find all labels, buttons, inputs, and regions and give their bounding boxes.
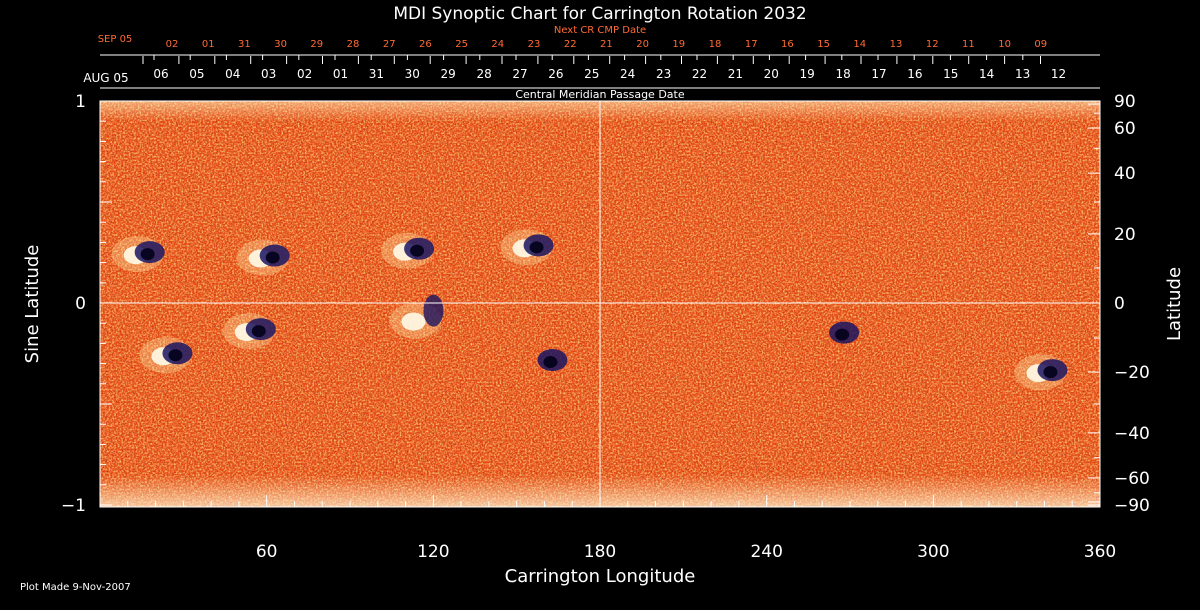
y-right-tick-label: 20 (1114, 225, 1136, 245)
next-cr-day-label: 30 (274, 39, 287, 50)
y-right-tick-label: −40 (1114, 424, 1150, 444)
cmp-day-label: 26 (548, 67, 563, 81)
y-left-tick-label: −1 (61, 496, 86, 516)
cmp-day-label: 04 (225, 67, 240, 81)
y-left-tick-label: 1 (75, 92, 86, 112)
cmp-day-label: 22 (692, 67, 707, 81)
y-right-tick-label: 90 (1114, 92, 1136, 112)
cmp-day-label: 12 (1051, 67, 1066, 81)
next-cr-day-label: 01 (202, 39, 215, 50)
y-axis-right-label: Latitude (1164, 267, 1185, 341)
x-tick-label: 120 (417, 542, 449, 562)
cmp-axis: AUG 05 06 05 04 03 02 01 31 30 29 28 27 26 25 24 23 22 2… (83, 56, 1100, 89)
y-right-tick-label: −60 (1114, 469, 1150, 489)
next-cr-day-label: 25 (455, 39, 468, 50)
cmp-day-label: 23 (656, 67, 671, 81)
active-region (381, 232, 435, 269)
y-right-tick-label: −90 (1114, 496, 1150, 516)
next-cr-label: Next CR CMP Date (554, 25, 646, 36)
cmp-day-label: 30 (405, 67, 420, 81)
active-region (139, 337, 193, 374)
next-cr-day-label: 19 (672, 39, 685, 50)
cmp-axis-label: Central Meridian Passage Date (515, 88, 684, 101)
next-cr-day-label: 13 (890, 39, 903, 50)
y-left-tick-label: 0 (75, 294, 86, 314)
cmp-day-label: 29 (441, 67, 456, 81)
cmp-day-label: 14 (979, 67, 994, 81)
active-region (222, 313, 276, 350)
cmp-day-label: 25 (584, 67, 599, 81)
cmp-day-label: 03 (261, 67, 276, 81)
next-cr-day-label: 17 (745, 39, 758, 50)
active-region (829, 321, 860, 344)
next-cr-day-label: 27 (383, 39, 396, 50)
next-cr-day-label: 26 (419, 39, 432, 50)
next-cr-day-label: 21 (600, 39, 613, 50)
next-cr-day-label: 23 (528, 39, 541, 50)
cmp-day-label: 28 (476, 67, 491, 81)
cmp-day-label: 15 (943, 67, 958, 81)
cmp-day-label: 13 (1015, 67, 1030, 81)
y-right-tick-label: −20 (1114, 363, 1150, 383)
x-tick-label: 360 (1084, 542, 1116, 562)
x-axis-label: Carrington Longitude (505, 566, 696, 587)
plot-made-note: Plot Made 9-Nov-2007 (20, 582, 131, 593)
next-cr-day-label: 20 (636, 39, 649, 50)
cmp-month: AUG 05 (83, 71, 128, 85)
cmp-day-label: 19 (800, 67, 815, 81)
active-region (236, 239, 290, 276)
cmp-day-label: 17 (871, 67, 886, 81)
cmp-day-label: 20 (764, 67, 779, 81)
cmp-day-label: 27 (512, 67, 527, 81)
cmp-day-label: 24 (620, 67, 635, 81)
x-axis: 60 120 180 240 300 360 (99, 495, 1116, 562)
x-tick-label: 180 (584, 542, 616, 562)
active-region (537, 349, 568, 372)
cmp-day-label: 31 (369, 67, 384, 81)
cmp-day-label: 02 (297, 67, 312, 81)
next-cr-month: SEP 05 (98, 34, 133, 45)
next-cr-day-label: 16 (781, 39, 794, 50)
next-cr-day-label: 10 (998, 39, 1011, 50)
chart-title: MDI Synoptic Chart for Carrington Rotati… (393, 4, 806, 24)
next-cr-day-label: 29 (310, 39, 323, 50)
next-cr-day-label: 28 (347, 39, 360, 50)
y-axis-left: 1 0 −1 (61, 92, 112, 516)
active-region (1014, 354, 1068, 391)
active-region (111, 236, 165, 273)
next-cr-day-label: 15 (817, 39, 830, 50)
cmp-day-label: 18 (835, 67, 850, 81)
next-cr-day-label: 31 (238, 39, 251, 50)
x-tick-label: 60 (256, 542, 278, 562)
cmp-day-label: 21 (728, 67, 743, 81)
active-region (500, 229, 554, 266)
cmp-day-label: 01 (333, 67, 348, 81)
y-right-tick-label: 0 (1114, 294, 1125, 314)
x-tick-label: 240 (750, 542, 782, 562)
y-axis-right: 90 60 40 20 0 −20 −40 −60 −90 (1088, 92, 1150, 516)
x-tick-label: 300 (917, 542, 949, 562)
cmp-day-label: 05 (189, 67, 204, 81)
next-cr-day-label: 18 (709, 39, 722, 50)
next-cr-day-label: 12 (926, 39, 939, 50)
y-axis-left-label: Sine Latitude (22, 245, 43, 364)
next-cr-day-label: 24 (491, 39, 504, 50)
next-cr-axis: SEP 05 02 01 31 30 29 28 27 26 25 24 23 22 21 20 19 18 1… (98, 34, 1100, 60)
cmp-day-label: 16 (907, 67, 922, 81)
y-right-tick-label: 40 (1114, 164, 1136, 184)
y-right-tick-label: 60 (1114, 119, 1136, 139)
next-cr-day-label: 09 (1034, 39, 1047, 50)
cmp-day-label: 06 (153, 67, 168, 81)
next-cr-day-label: 11 (962, 39, 975, 50)
next-cr-day-label: 02 (166, 39, 179, 50)
next-cr-day-label: 22 (564, 39, 577, 50)
next-cr-day-label: 14 (853, 39, 866, 50)
